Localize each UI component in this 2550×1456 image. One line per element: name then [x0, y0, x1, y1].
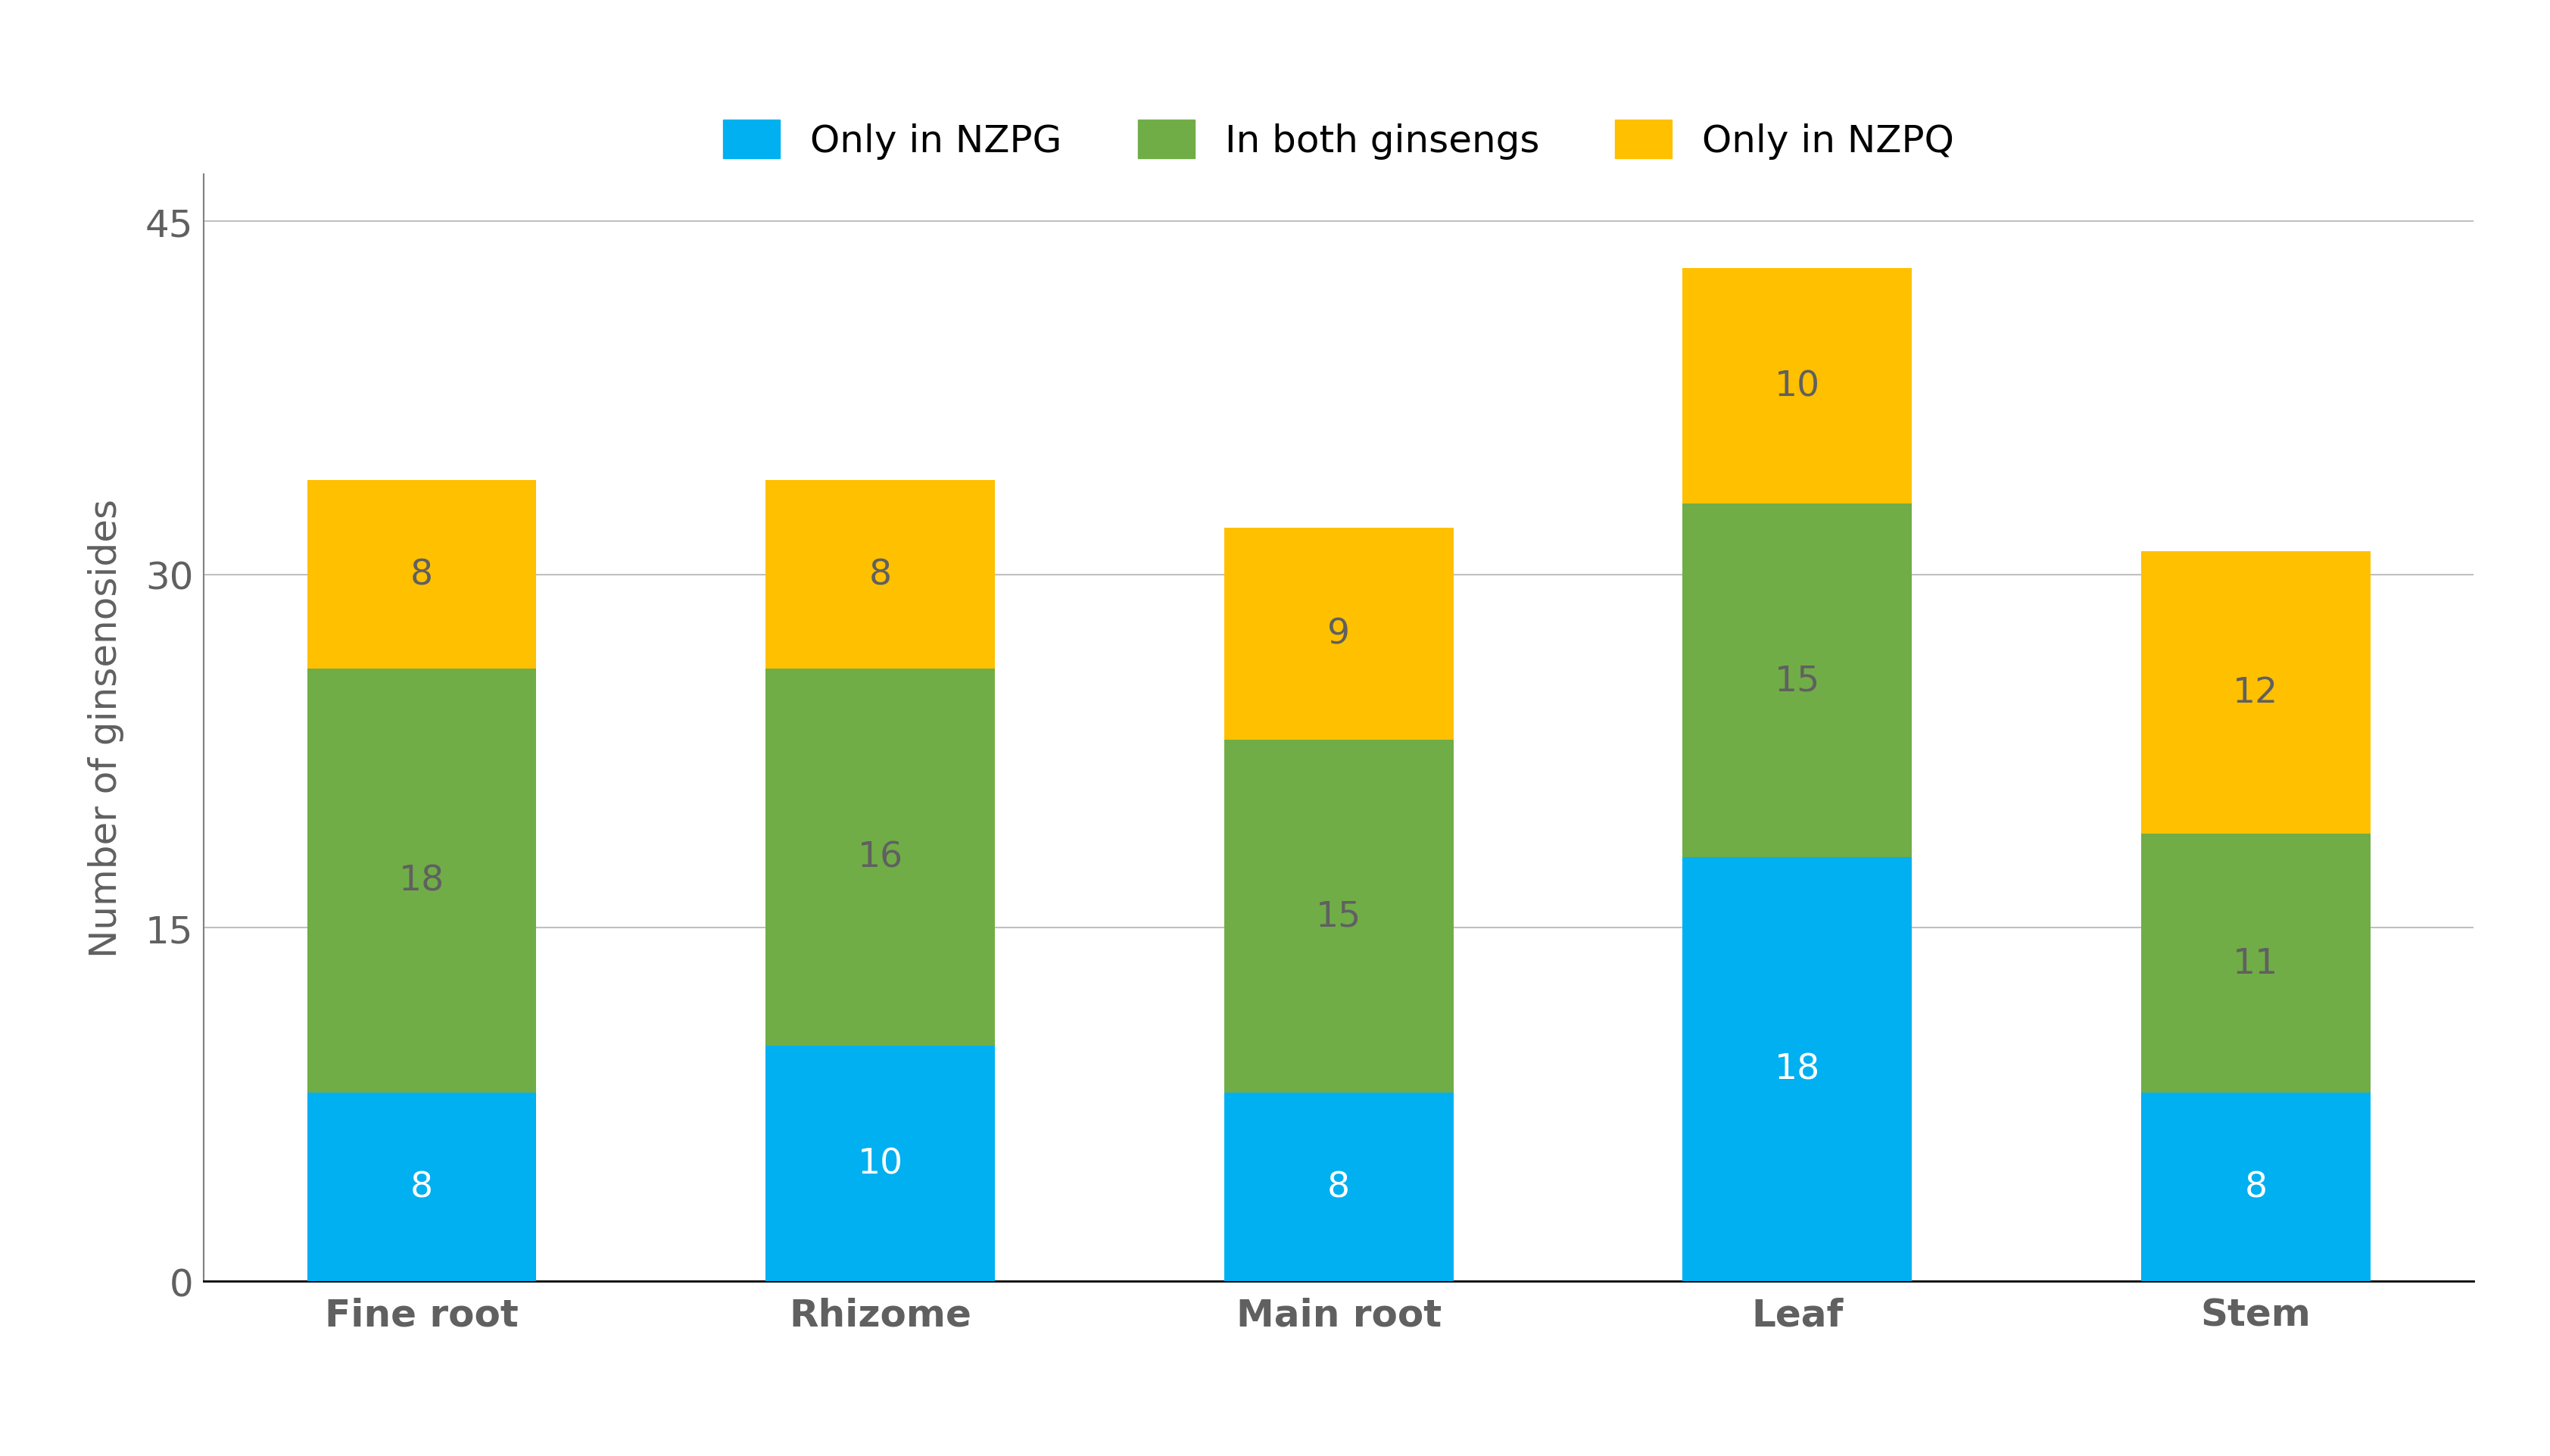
- Y-axis label: Number of ginsenosides: Number of ginsenosides: [89, 498, 125, 958]
- Bar: [1224, 740, 1453, 1093]
- Text: 10: 10: [857, 1146, 903, 1181]
- Text: 15: 15: [1775, 664, 1821, 697]
- Bar: [306, 1093, 536, 1281]
- Text: 8: 8: [411, 558, 434, 593]
- Text: 18: 18: [1775, 1053, 1821, 1086]
- Text: 15: 15: [1316, 900, 1362, 933]
- Text: 18: 18: [398, 863, 444, 898]
- Bar: [1683, 858, 1912, 1281]
- Legend: Only in NZPG, In both ginsengs, Only in NZPQ: Only in NZPG, In both ginsengs, Only in …: [709, 105, 1969, 175]
- Bar: [765, 1045, 994, 1281]
- Text: 11: 11: [2234, 946, 2280, 980]
- Bar: [306, 480, 536, 670]
- Bar: [2142, 834, 2372, 1093]
- Bar: [2142, 552, 2372, 834]
- Bar: [1683, 504, 1912, 858]
- Text: 8: 8: [1329, 1171, 1349, 1204]
- Bar: [1224, 1093, 1453, 1281]
- Text: 8: 8: [2244, 1171, 2267, 1204]
- Text: 10: 10: [1775, 370, 1821, 403]
- Text: 16: 16: [857, 840, 903, 875]
- Bar: [1224, 529, 1453, 740]
- Text: 8: 8: [870, 558, 892, 593]
- Bar: [765, 480, 994, 670]
- Bar: [2142, 1093, 2372, 1281]
- Bar: [306, 670, 536, 1093]
- Text: 8: 8: [411, 1171, 434, 1204]
- Text: 9: 9: [1329, 617, 1349, 651]
- Bar: [765, 670, 994, 1045]
- Text: 12: 12: [2234, 676, 2280, 709]
- Bar: [1683, 269, 1912, 504]
